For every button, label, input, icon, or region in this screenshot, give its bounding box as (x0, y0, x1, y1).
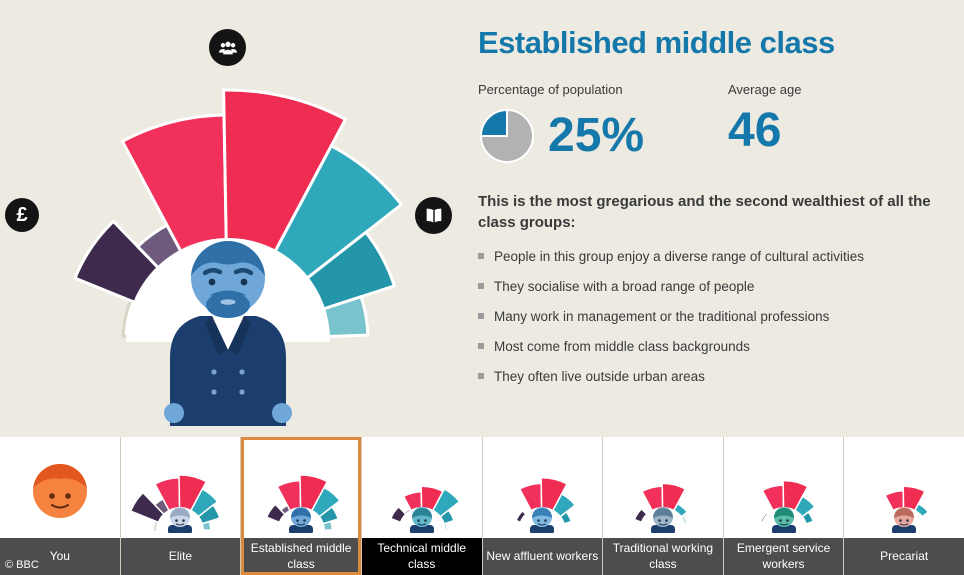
class-avatar (164, 241, 292, 426)
mini-fan-new-affluent-workers (484, 463, 600, 555)
you-avatar (2, 451, 118, 529)
pound-glyph: £ (16, 203, 28, 226)
tab-emergent-service-workers[interactable]: Emergent service workers (722, 437, 844, 575)
mini-fan-technical-middle-class (364, 463, 480, 555)
tab-label-technical-middle-class: Technical middle class (361, 538, 482, 575)
tab-elite[interactable]: Elite (119, 437, 241, 575)
mini-fan-emergent-service-workers (726, 463, 842, 555)
avatar-lapel-left (205, 316, 228, 355)
population-stat: Percentage of population 25% (478, 82, 728, 165)
mini-fan-elite (122, 463, 238, 555)
tab-label-emergent-service-workers: Emergent service workers (723, 538, 844, 575)
trait-bullet: They often live outside urban areas (478, 369, 940, 386)
tab-precariat[interactable]: Precariat (843, 437, 964, 575)
tab-label-traditional-working-class: Traditional working class (603, 538, 723, 575)
tab-you[interactable]: You (0, 437, 120, 575)
population-pie-icon (479, 109, 534, 164)
trait-bullet: They socialise with a broad range of peo… (478, 279, 940, 296)
avatar-suit (170, 316, 286, 426)
avatar-mouth (220, 299, 236, 305)
trait-bullet: Many work in management or the tradition… (478, 309, 940, 326)
tab-label-you: You (0, 538, 120, 575)
tab-label-precariat: Precariat (844, 538, 964, 575)
tab-traditional-working-class[interactable]: Traditional working class (602, 437, 723, 575)
age-stat: Average age 46 (728, 82, 802, 165)
avatar-shirt (212, 316, 244, 350)
tab-new-affluent-workers[interactable]: New affluent workers (481, 437, 603, 575)
tab-label-established-middle-class: Established middle class (241, 538, 361, 575)
population-label: Percentage of population (478, 82, 623, 98)
mini-fan-precariat (846, 463, 962, 555)
avatar-lapel-right (228, 316, 251, 355)
tab-technical-middle-class[interactable]: Technical middle class (360, 437, 482, 575)
mini-fan-traditional-working-class (605, 463, 721, 555)
age-label: Average age (728, 82, 802, 98)
population-value: 25% (548, 109, 645, 163)
class-trait-list: People in this group enjoy a diverse ran… (478, 249, 940, 385)
avatar-hand-right (272, 403, 292, 423)
stats-row: Percentage of population 25% Average age… (478, 82, 948, 165)
trait-bullet: People in this group enjoy a diverse ran… (478, 249, 940, 266)
social-capital-people-icon (209, 29, 246, 66)
tab-established-middle-class[interactable]: Established middle class (240, 437, 361, 575)
page-title: Established middle class (478, 25, 835, 60)
class-tabs: You Elite Established middle class Techn… (0, 437, 964, 575)
tab-label-new-affluent-workers: New affluent workers (482, 538, 603, 575)
bbc-copyright: © BBC (5, 559, 39, 571)
avatar-hair (191, 241, 265, 278)
class-description-intro: This is the most gregarious and the seco… (478, 193, 931, 232)
class-detail-panel: Established middle class Percentage of p… (478, 25, 948, 398)
tab-label-elite: Elite (120, 538, 241, 575)
avatar-hand-left (164, 403, 184, 423)
mini-fan-established-middle-class (243, 463, 359, 555)
cultural-capital-book-icon (415, 197, 452, 234)
avatar-beard (206, 292, 250, 318)
age-value: 46 (728, 104, 782, 158)
trait-bullet: Most come from middle class backgrounds (478, 339, 940, 356)
economic-capital-pound-icon: £ (5, 198, 39, 232)
